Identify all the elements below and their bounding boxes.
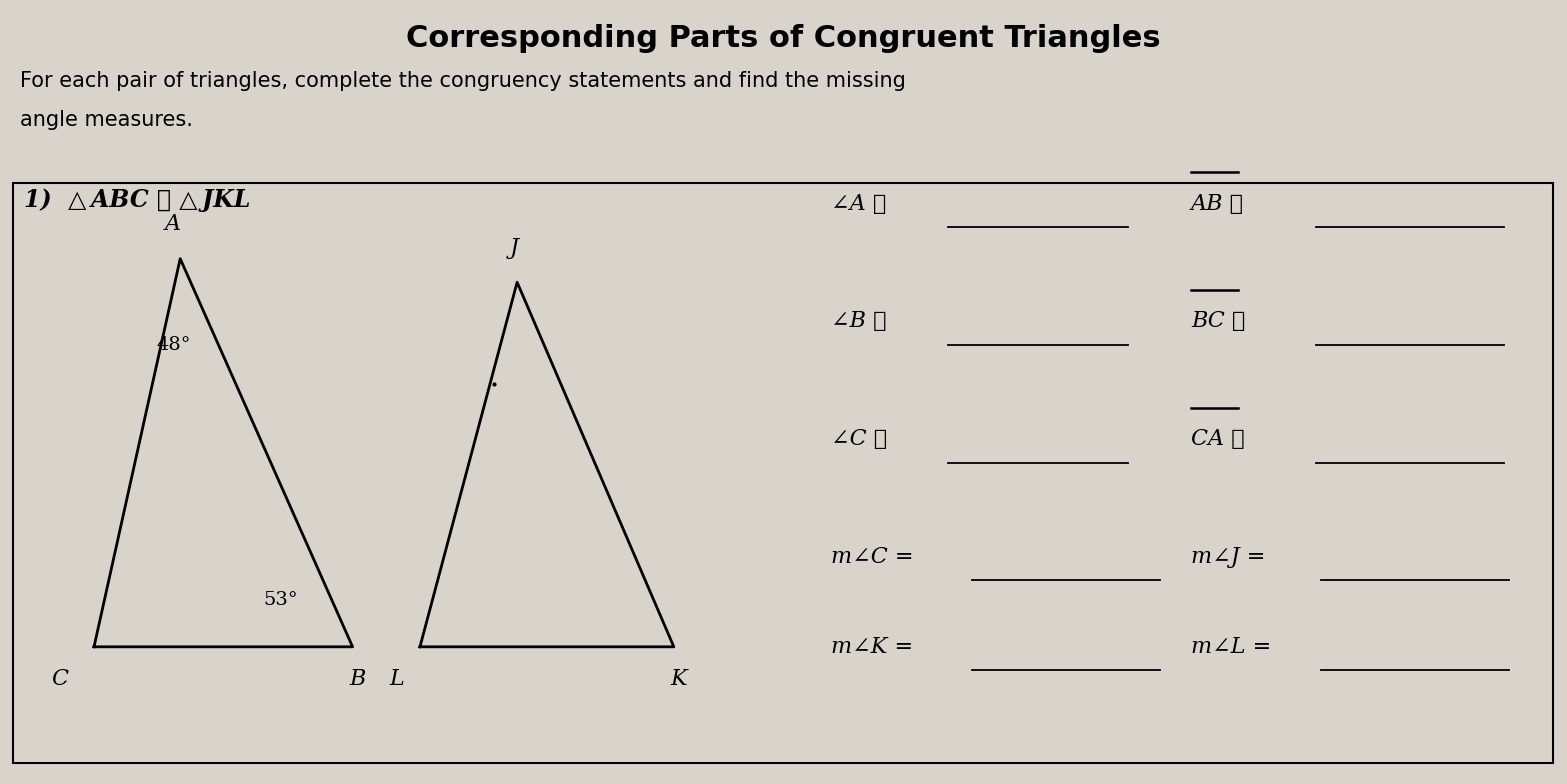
Text: 48°: 48° (157, 336, 191, 354)
Text: angle measures.: angle measures. (20, 110, 193, 130)
Text: m∠J =: m∠J = (1191, 546, 1265, 568)
Text: 53°: 53° (263, 591, 298, 608)
Text: For each pair of triangles, complete the congruency statements and find the miss: For each pair of triangles, complete the… (20, 71, 906, 91)
Text: ∠A ≅: ∠A ≅ (831, 193, 885, 215)
Text: Corresponding Parts of Congruent Triangles: Corresponding Parts of Congruent Triangl… (406, 24, 1161, 53)
Text: AB ≅: AB ≅ (1191, 193, 1244, 215)
Text: 1)  △ ABC ≅ △ JKL: 1) △ ABC ≅ △ JKL (24, 188, 249, 212)
Text: C: C (52, 668, 67, 690)
Text: ∠B ≅: ∠B ≅ (831, 310, 885, 332)
Text: J: J (509, 237, 519, 259)
Text: CA ≅: CA ≅ (1191, 428, 1244, 450)
Bar (13, 183, 1553, 763)
Text: B: B (349, 668, 365, 690)
Text: m∠K =: m∠K = (831, 636, 912, 658)
Text: ∠C ≅: ∠C ≅ (831, 428, 887, 450)
Text: BC ≅: BC ≅ (1191, 310, 1246, 332)
Text: L: L (389, 668, 404, 690)
Text: m∠C =: m∠C = (831, 546, 914, 568)
Text: m∠L =: m∠L = (1191, 636, 1271, 658)
Text: K: K (671, 668, 686, 690)
Text: A: A (165, 213, 180, 235)
